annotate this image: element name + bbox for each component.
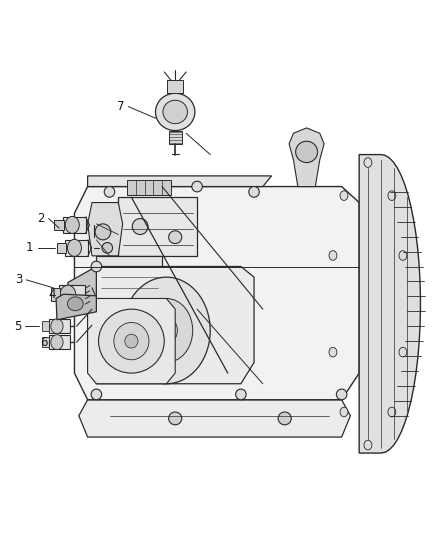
Ellipse shape [236,389,246,400]
Ellipse shape [278,412,291,425]
Ellipse shape [91,389,102,400]
Text: 6: 6 [40,336,48,349]
Text: 5: 5 [14,320,21,333]
Ellipse shape [95,224,111,240]
Ellipse shape [169,231,182,244]
Bar [169,131,182,144]
Ellipse shape [123,277,210,384]
Ellipse shape [67,297,83,311]
Bar [127,180,171,195]
Bar [49,335,70,349]
Ellipse shape [399,251,407,260]
Ellipse shape [399,348,407,357]
Text: 7: 7 [117,100,124,113]
Ellipse shape [65,216,79,233]
Ellipse shape [296,141,318,163]
Ellipse shape [340,191,348,200]
Ellipse shape [60,285,76,304]
Text: 1: 1 [26,241,34,254]
Ellipse shape [340,407,348,417]
Bar [167,80,183,93]
Polygon shape [359,155,420,453]
Bar [42,337,49,347]
Text: 3: 3 [15,273,22,286]
Ellipse shape [163,100,187,124]
Bar [65,240,88,256]
Bar [63,217,86,233]
Bar [59,286,85,304]
Ellipse shape [125,334,138,348]
Bar [51,288,60,301]
Polygon shape [289,128,324,187]
Ellipse shape [132,219,148,235]
Bar [49,319,70,333]
Ellipse shape [155,93,195,131]
Ellipse shape [51,335,63,350]
Polygon shape [88,176,272,187]
Ellipse shape [114,322,149,360]
Polygon shape [96,256,162,309]
Ellipse shape [51,319,63,334]
Ellipse shape [169,412,182,425]
Ellipse shape [388,407,396,417]
Bar [57,243,66,253]
Ellipse shape [91,261,102,272]
Ellipse shape [364,158,372,167]
Ellipse shape [102,243,113,253]
Ellipse shape [329,251,337,260]
Polygon shape [79,400,350,437]
Polygon shape [88,298,175,384]
Ellipse shape [99,309,164,373]
Text: 2: 2 [37,212,45,225]
Bar [54,220,64,230]
Polygon shape [88,203,123,256]
Polygon shape [56,294,96,320]
Ellipse shape [364,440,372,450]
Bar [42,321,49,331]
Ellipse shape [249,187,259,197]
Polygon shape [118,197,197,256]
Ellipse shape [155,317,177,344]
Polygon shape [88,266,254,384]
Ellipse shape [336,389,347,400]
Ellipse shape [140,298,193,362]
Ellipse shape [388,191,396,200]
Ellipse shape [329,348,337,357]
Ellipse shape [104,187,115,197]
Text: 4: 4 [48,288,56,301]
Ellipse shape [192,181,202,192]
Polygon shape [68,266,96,298]
Polygon shape [74,187,359,400]
Ellipse shape [67,239,81,256]
